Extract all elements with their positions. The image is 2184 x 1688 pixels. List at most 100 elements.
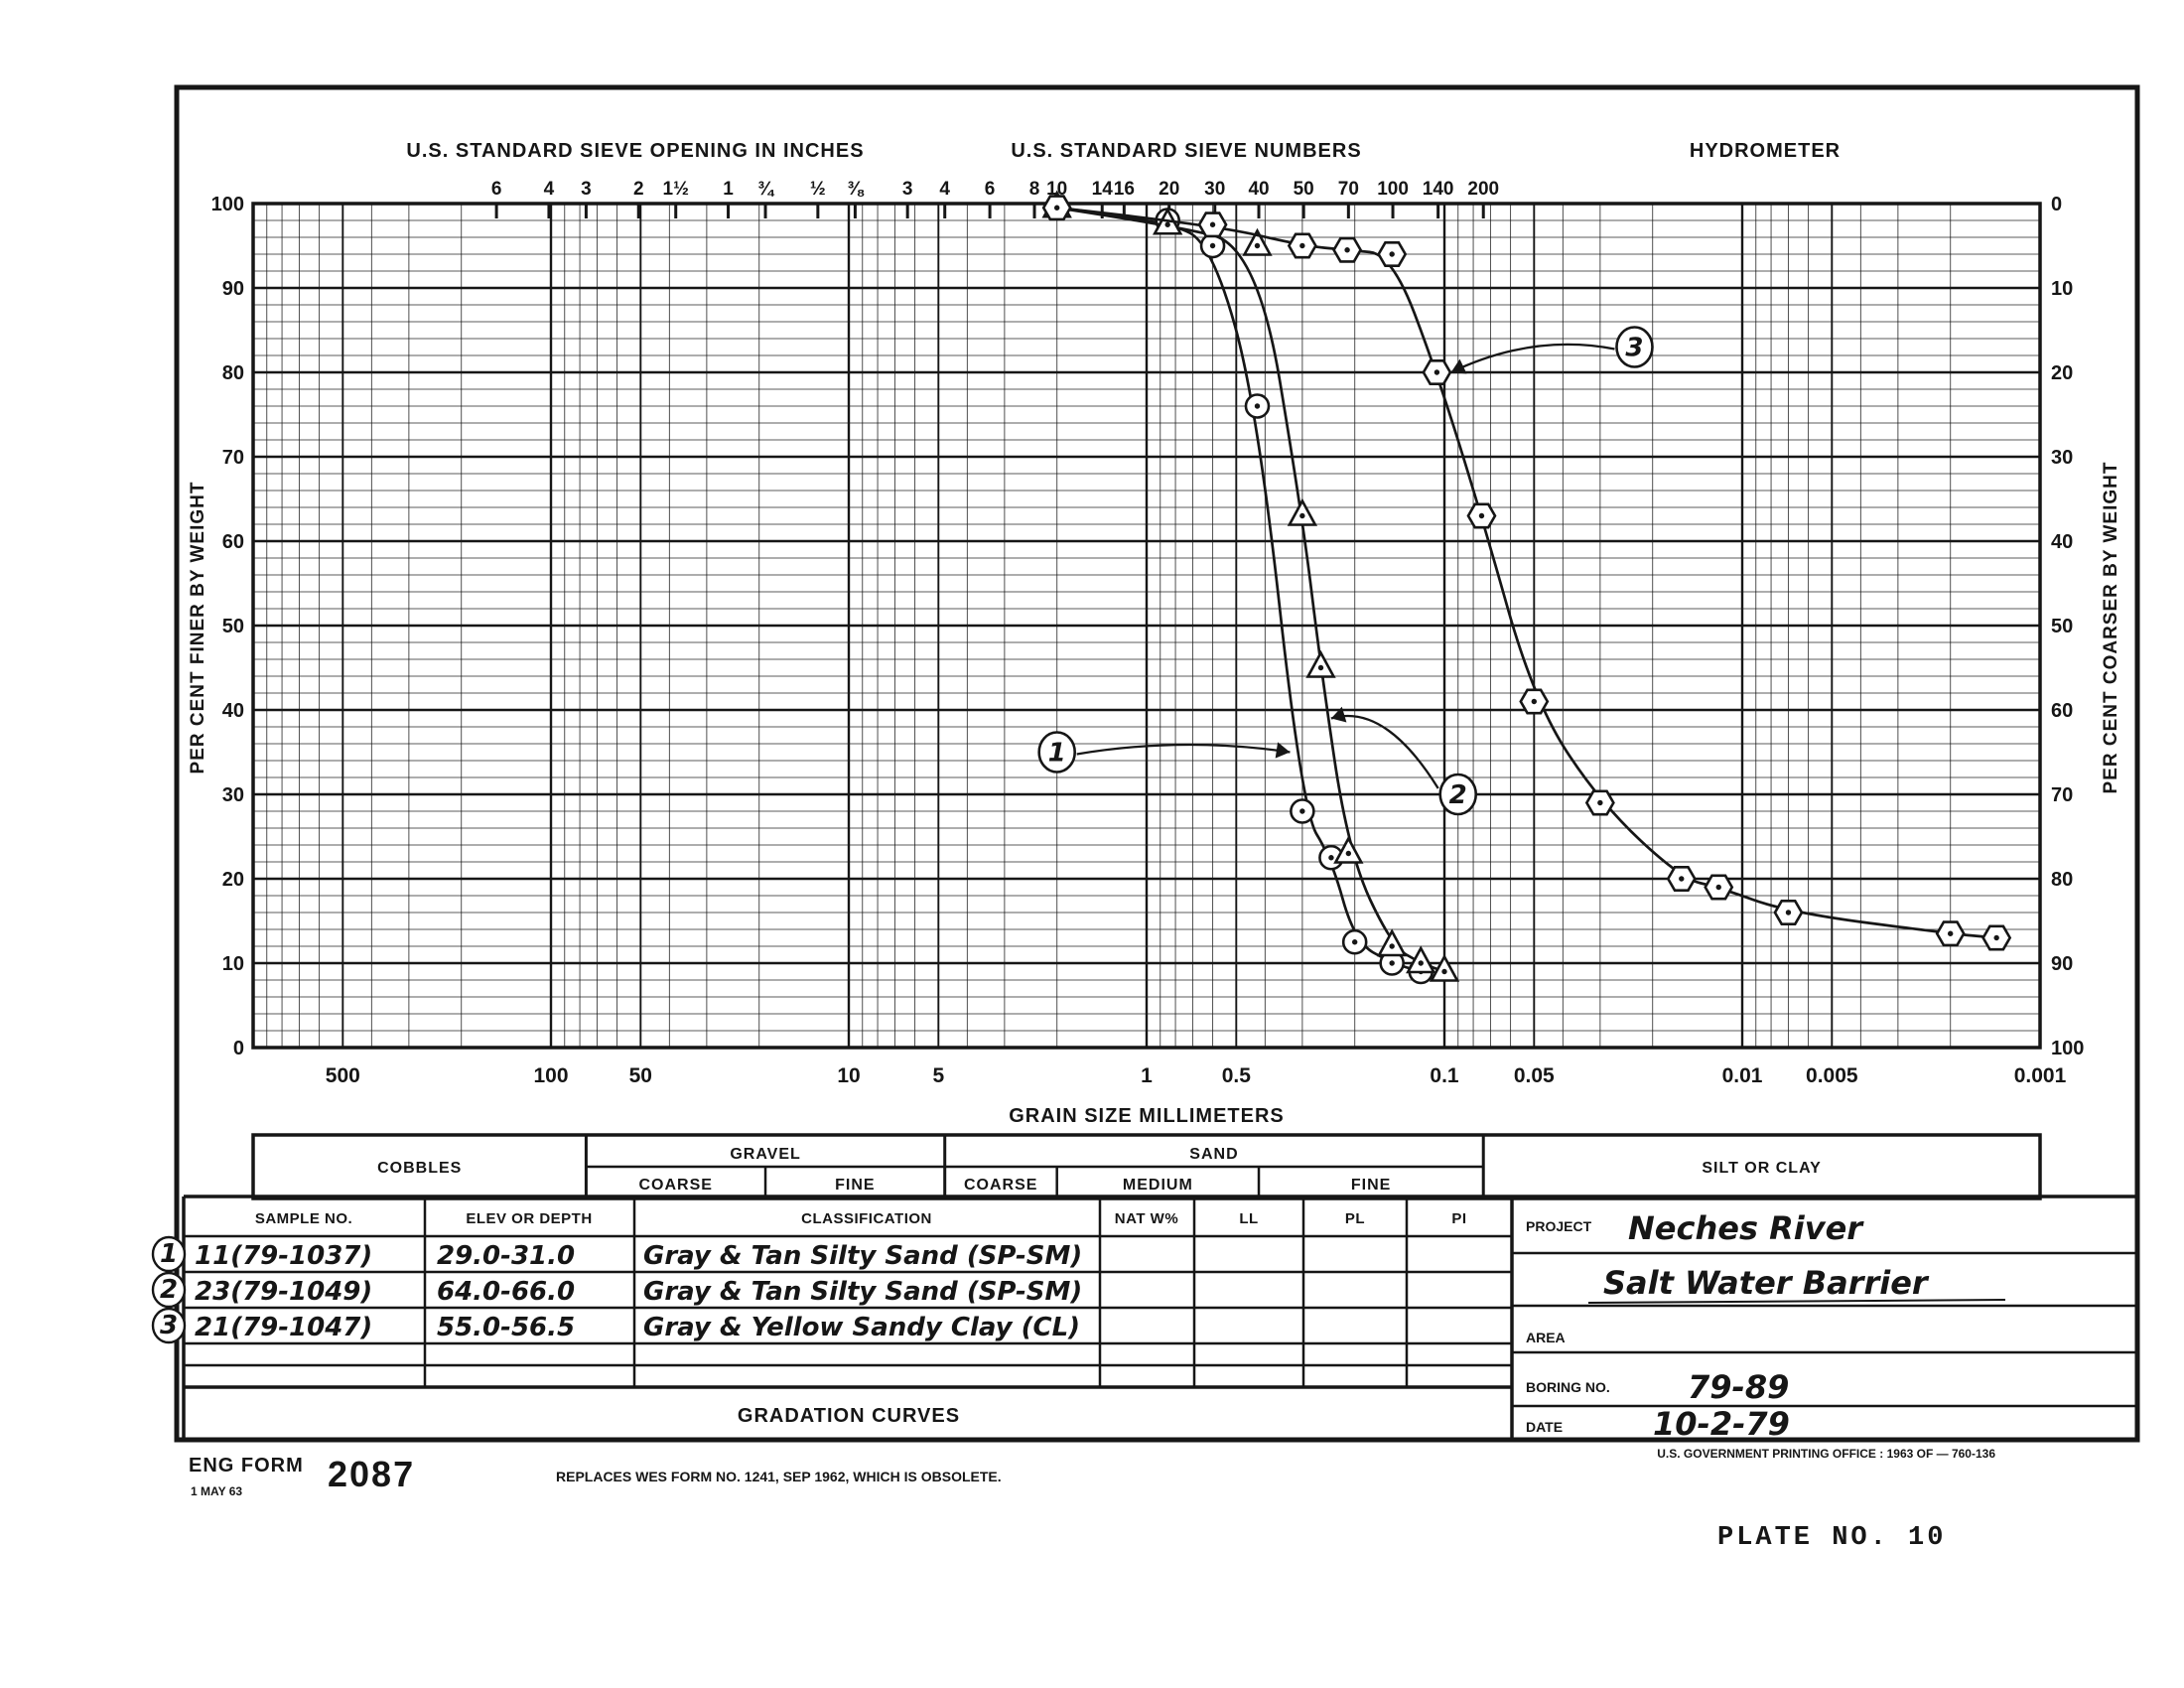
y-tick-label-right: 10 bbox=[2051, 278, 2073, 300]
callout-leader-line bbox=[1450, 343, 1615, 374]
y-tick-label-left: 60 bbox=[222, 531, 244, 553]
marker-dot bbox=[1679, 876, 1685, 882]
y-tick-label-right: 40 bbox=[2051, 531, 2073, 553]
x-tick-label: 0.5 bbox=[1222, 1064, 1252, 1087]
marker-dot bbox=[1209, 242, 1216, 249]
y-axis-title-left: PER CENT FINER BY WEIGHT bbox=[188, 482, 208, 774]
sieve-tick-label: ½ bbox=[810, 179, 826, 200]
sieve-tick-row: 6 4 3 2 1½ 1 ¾ ½ ⅜ 3 4 6 8 10 14 16 20 30 40 50 70 100 140 200 bbox=[491, 179, 1499, 218]
marker-dot bbox=[1209, 221, 1216, 227]
curve-callout-2: 2 bbox=[1330, 706, 1478, 816]
curve-line-3 bbox=[1055, 206, 1998, 939]
triangle-marker bbox=[1376, 928, 1408, 957]
curve-2 bbox=[1041, 190, 1460, 982]
x-tick-label: 0.001 bbox=[2014, 1064, 2067, 1087]
callout-arrowhead bbox=[1275, 742, 1291, 759]
table-row: 2 23(79-1049) 64.0-66.0 Gray & Tan Silty Sa… bbox=[151, 1271, 1082, 1309]
band-sub-label: COARSE bbox=[964, 1177, 1037, 1194]
classification-cell: Gray & Tan Silty Sand (SP-SM) bbox=[643, 1277, 1082, 1307]
plot-border bbox=[251, 202, 2042, 1050]
boring-no-label: BORING NO. bbox=[1526, 1379, 1610, 1395]
printing-office-note: U.S. GOVERNMENT PRINTING OFFICE : 1963 O… bbox=[1657, 1447, 1995, 1461]
marker-dot bbox=[1254, 242, 1261, 249]
marker-dot bbox=[1345, 850, 1352, 857]
row-badge-number: 2 bbox=[160, 1275, 178, 1305]
y-tick-label-left: 80 bbox=[222, 362, 244, 384]
marker-dot bbox=[1389, 943, 1395, 949]
y-tick-label-right: 50 bbox=[2051, 616, 2073, 637]
callout-balloon bbox=[1615, 326, 1654, 368]
table-header-1: ELEV OR DEPTH bbox=[466, 1210, 592, 1227]
sample-table: SAMPLE NO. ELEV OR DEPTH CLASSIFICATION NAT… bbox=[151, 1195, 2137, 1440]
sieve-tick-label: 3 bbox=[902, 179, 913, 200]
row-badge bbox=[151, 1235, 187, 1273]
marker-dot bbox=[1317, 664, 1324, 671]
band-group-label: SAND bbox=[1189, 1146, 1238, 1163]
y-tick-label-right: 80 bbox=[2051, 869, 2073, 891]
sieve-tick-label: 140 bbox=[1423, 179, 1454, 200]
marker-dot bbox=[1947, 930, 1954, 936]
sample-no-cell: 23(79-1049) bbox=[195, 1277, 372, 1307]
generated-chart-content: 6 4 3 2 1½ 1 ¾ ½ ⅜ 3 4 6 8 10 14 16 20 30 40 50 70 100 140 2001… bbox=[151, 84, 2140, 1443]
marker-dot bbox=[1441, 968, 1447, 975]
band-sub-label: FINE bbox=[1351, 1177, 1391, 1194]
document-border bbox=[174, 84, 2140, 1443]
classification-bands: COBBLES GRAVEL COARSE FINE SAND COARSE MEDIUM F… bbox=[251, 1133, 2042, 1200]
gradation-curves-title: GRADATION CURVES bbox=[738, 1405, 960, 1427]
marker-dot bbox=[1993, 934, 1999, 941]
classification-cell: Gray & Tan Silty Sand (SP-SM) bbox=[643, 1241, 1082, 1271]
sieve-tick-label: 4 bbox=[939, 179, 950, 200]
table-header-2: CLASSIFICATION bbox=[801, 1210, 932, 1227]
x-axis-title: GRAIN SIZE MILLIMETERS bbox=[1009, 1105, 1285, 1127]
replaces-note: REPLACES WES FORM NO. 1241, SEP 1962, WH… bbox=[556, 1469, 1002, 1484]
marker-dot bbox=[1299, 512, 1305, 519]
table-header-3: NAT W% bbox=[1115, 1210, 1178, 1227]
y-tick-label-right: 0 bbox=[2051, 194, 2062, 215]
sieve-inches-title: U.S. STANDARD SIEVE OPENING IN INCHES bbox=[406, 140, 864, 162]
curve-callout-3: 3 bbox=[1450, 326, 1654, 374]
marker-dot bbox=[1344, 247, 1350, 253]
triangle-marker bbox=[1429, 953, 1460, 982]
row-badge-number: 3 bbox=[160, 1311, 178, 1340]
row-badge bbox=[151, 1307, 187, 1344]
y-tick-label-left: 20 bbox=[222, 869, 244, 891]
sieve-tick-label: 200 bbox=[1467, 179, 1499, 200]
y-tick-label-right: 90 bbox=[2051, 953, 2073, 975]
marker-dot bbox=[1351, 939, 1358, 945]
curve-callout-1: 1 bbox=[1037, 731, 1291, 774]
marker-dot bbox=[1328, 855, 1334, 861]
sieve-tick-label: 6 bbox=[985, 179, 996, 200]
band-group-label: GRAVEL bbox=[730, 1146, 800, 1163]
sieve-tick-label: 10 bbox=[1046, 179, 1067, 200]
y-tick-label-right: 30 bbox=[2051, 447, 2073, 469]
area-label: AREA bbox=[1526, 1330, 1566, 1345]
band-sub-label: MEDIUM bbox=[1123, 1177, 1193, 1194]
classification-cell: Gray & Yellow Sandy Clay (CL) bbox=[643, 1313, 1080, 1342]
callout-leader-line bbox=[1076, 743, 1291, 756]
x-tick-label: 1 bbox=[1141, 1064, 1153, 1087]
sieve-tick-label: 1½ bbox=[663, 179, 689, 200]
x-tick-label: 10 bbox=[837, 1064, 860, 1087]
eng-form-label: ENG FORM bbox=[189, 1455, 304, 1477]
boring-no-value: 79-89 bbox=[1688, 1368, 1789, 1406]
elev-depth-cell: 55.0-56.5 bbox=[437, 1313, 575, 1342]
callout-arrowhead bbox=[1330, 706, 1347, 723]
project-label: PROJECT bbox=[1526, 1218, 1592, 1234]
callout-number: 3 bbox=[1625, 334, 1643, 363]
callout-number: 2 bbox=[1449, 780, 1467, 810]
band-sub-label: FINE bbox=[835, 1177, 875, 1194]
band-group-label: COBBLES bbox=[377, 1160, 462, 1177]
x-tick-label: 0.05 bbox=[1514, 1064, 1555, 1087]
elev-depth-cell: 64.0-66.0 bbox=[437, 1277, 575, 1307]
y-tick-label-left: 90 bbox=[222, 278, 244, 300]
curve-1 bbox=[1043, 195, 1434, 985]
elev-depth-cell: 29.0-31.0 bbox=[437, 1241, 575, 1271]
date-value: 10-2-79 bbox=[1653, 1405, 1790, 1443]
table-header-4: LL bbox=[1239, 1210, 1258, 1227]
sieve-tick-label: 3 bbox=[581, 179, 592, 200]
table-row: 3 21(79-1047) 55.0-56.5 Gray & Yellow Sandy… bbox=[151, 1307, 1080, 1344]
x-tick-label: 0.01 bbox=[1722, 1064, 1763, 1087]
triangle-marker bbox=[1406, 945, 1436, 974]
handwriting-underline bbox=[1587, 1299, 2006, 1304]
marker-dot bbox=[1433, 369, 1440, 375]
